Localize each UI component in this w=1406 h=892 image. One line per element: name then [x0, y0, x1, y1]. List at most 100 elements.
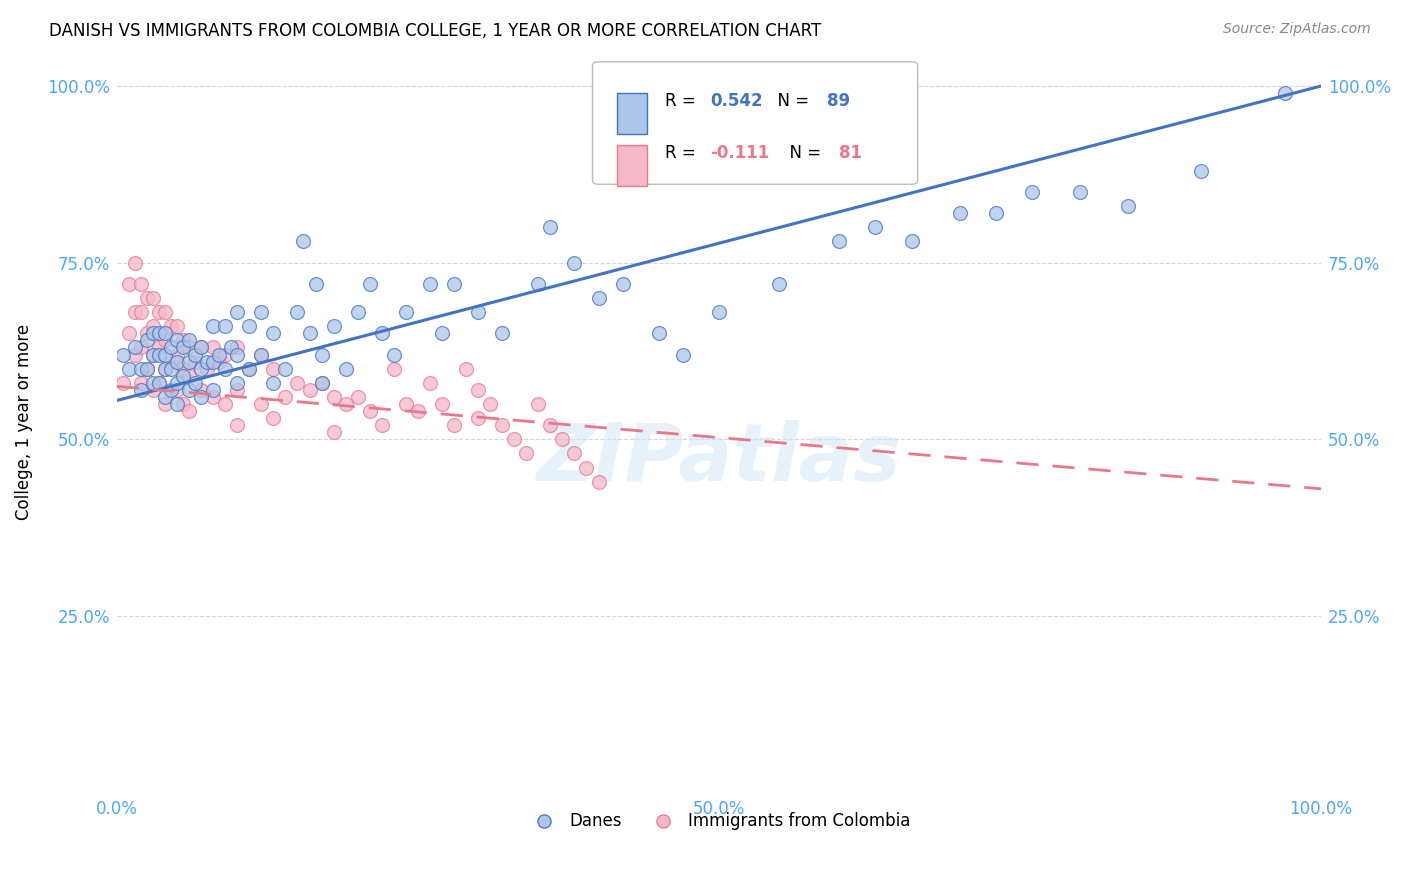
- Point: [467, 411, 489, 425]
- Point: [153, 397, 176, 411]
- Point: [160, 354, 183, 368]
- Point: [564, 255, 586, 269]
- Point: [111, 376, 134, 390]
- Point: [118, 361, 141, 376]
- Point: [142, 291, 165, 305]
- Point: [160, 341, 183, 355]
- Text: R =: R =: [665, 92, 700, 110]
- Point: [304, 277, 326, 291]
- Point: [153, 390, 176, 404]
- Point: [172, 341, 194, 355]
- Point: [129, 341, 152, 355]
- Point: [136, 361, 159, 376]
- Point: [395, 305, 418, 319]
- Y-axis label: College, 1 year or more: College, 1 year or more: [15, 324, 32, 520]
- Point: [124, 255, 146, 269]
- Point: [136, 291, 159, 305]
- Point: [250, 397, 273, 411]
- Point: [202, 354, 225, 368]
- Point: [129, 305, 152, 319]
- Text: 89: 89: [827, 92, 851, 110]
- Point: [153, 326, 176, 341]
- Point: [148, 305, 170, 319]
- Point: [467, 383, 489, 397]
- Point: [262, 411, 284, 425]
- Point: [160, 319, 183, 334]
- Point: [359, 277, 381, 291]
- Point: [166, 319, 188, 334]
- Point: [768, 277, 790, 291]
- Point: [202, 341, 225, 355]
- Point: [190, 361, 212, 376]
- Point: [226, 418, 249, 433]
- Point: [443, 277, 465, 291]
- Point: [250, 347, 273, 361]
- Point: [491, 326, 513, 341]
- Point: [195, 361, 218, 376]
- Point: [136, 334, 159, 348]
- Point: [166, 383, 188, 397]
- Point: [346, 305, 368, 319]
- Point: [287, 376, 309, 390]
- Point: [148, 347, 170, 361]
- Point: [202, 390, 225, 404]
- Point: [129, 383, 152, 397]
- Point: [208, 354, 231, 368]
- Point: [177, 383, 200, 397]
- Point: [166, 334, 188, 348]
- Point: [214, 347, 236, 361]
- Point: [124, 341, 146, 355]
- Point: [177, 354, 200, 368]
- Point: [298, 383, 321, 397]
- Point: [359, 404, 381, 418]
- Point: [612, 277, 634, 291]
- Point: [142, 383, 165, 397]
- Point: [172, 368, 194, 383]
- Point: [166, 397, 188, 411]
- Point: [491, 418, 513, 433]
- Point: [672, 347, 695, 361]
- Text: Source: ZipAtlas.com: Source: ZipAtlas.com: [1223, 22, 1371, 37]
- Point: [136, 326, 159, 341]
- Point: [238, 319, 260, 334]
- Point: [118, 326, 141, 341]
- Point: [177, 334, 200, 348]
- Point: [395, 397, 418, 411]
- Point: [214, 397, 236, 411]
- Point: [153, 347, 176, 361]
- Point: [226, 383, 249, 397]
- Point: [298, 326, 321, 341]
- Point: [166, 354, 188, 368]
- Point: [148, 326, 170, 341]
- Point: [177, 341, 200, 355]
- Point: [865, 220, 887, 235]
- Point: [419, 277, 441, 291]
- Point: [214, 361, 236, 376]
- Point: [1021, 185, 1043, 199]
- Point: [1118, 199, 1140, 213]
- Point: [219, 341, 242, 355]
- Point: [142, 376, 165, 390]
- Point: [148, 376, 170, 390]
- FancyBboxPatch shape: [617, 145, 647, 186]
- Point: [153, 361, 176, 376]
- Point: [153, 334, 176, 348]
- Point: [575, 460, 598, 475]
- Point: [371, 326, 394, 341]
- Point: [214, 319, 236, 334]
- Point: [527, 397, 550, 411]
- Point: [262, 361, 284, 376]
- Point: [129, 361, 152, 376]
- Point: [142, 347, 165, 361]
- Point: [322, 390, 344, 404]
- Point: [311, 376, 333, 390]
- Point: [588, 291, 610, 305]
- Point: [166, 376, 188, 390]
- Text: N =: N =: [768, 92, 814, 110]
- Point: [148, 376, 170, 390]
- Point: [1274, 86, 1296, 100]
- Point: [172, 334, 194, 348]
- Point: [382, 347, 405, 361]
- Point: [129, 277, 152, 291]
- Point: [148, 341, 170, 355]
